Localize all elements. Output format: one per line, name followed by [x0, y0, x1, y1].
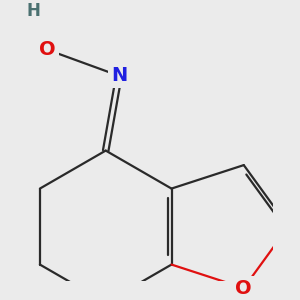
Text: H: H	[26, 2, 40, 20]
Text: O: O	[236, 278, 252, 298]
Text: O: O	[39, 40, 56, 59]
Text: N: N	[111, 66, 127, 85]
